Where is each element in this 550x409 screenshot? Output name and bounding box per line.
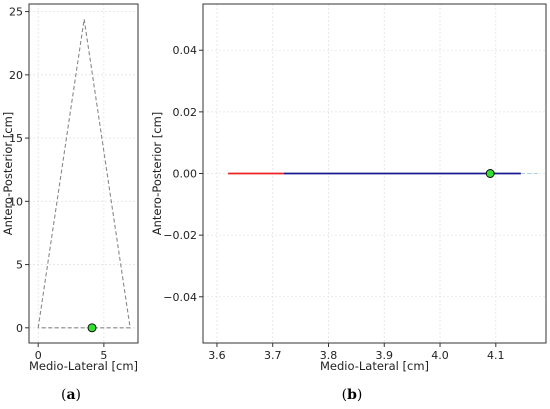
data-point-marker [485, 169, 495, 178]
panel-b: 3.6 3.7 3.8 3.9 4.0 4.1 −0.04 −0.02 0.00 0.02 0.04… [150, 3, 547, 373]
x-tick-label: 4.1 [487, 349, 505, 362]
series-line-0 [37, 19, 131, 329]
x-tick-label: 0 [35, 349, 42, 362]
x-axis-label: Medio-Lateral [cm] [29, 359, 138, 373]
y-tick-label: 0.00 [173, 168, 198, 181]
y-axis-label: Antero-Posterior [cm] [150, 112, 164, 236]
x-tick-label: 3.9 [376, 349, 394, 362]
plot-frame [28, 3, 139, 344]
x-axis-label: Medio-Lateral [cm] [320, 359, 429, 373]
y-axis-label: Antero-Posterior [cm] [1, 112, 15, 236]
x-tick-label: 3.7 [264, 349, 282, 362]
panel-a: 0 5 0 5 10 15 20 25 Medio-Lateral [cm] Antero-Pos… [1, 3, 139, 373]
x-tick-label: 5 [100, 349, 107, 362]
y-tick-label: −0.02 [163, 229, 197, 242]
y-tick-label: 0.02 [173, 106, 198, 119]
y-tick-label: 25 [9, 6, 23, 19]
y-tick-label: 0 [16, 322, 23, 335]
x-tick-label: 4.0 [431, 349, 449, 362]
y-tick-label: 20 [9, 69, 23, 82]
y-tick-label: 10 [9, 195, 23, 208]
y-tick-label: −0.04 [163, 291, 197, 304]
captions: (a) (b) [61, 387, 362, 403]
panel-caption: (a) [61, 387, 81, 403]
panel-caption: (b) [342, 387, 363, 403]
y-tick-label: 15 [9, 132, 23, 145]
y-tick-label: 5 [16, 259, 23, 272]
x-tick-label: 3.6 [208, 349, 226, 362]
y-tick-label: 0.04 [173, 44, 198, 57]
data-point-marker [87, 323, 97, 333]
x-tick-label: 3.8 [320, 349, 338, 362]
